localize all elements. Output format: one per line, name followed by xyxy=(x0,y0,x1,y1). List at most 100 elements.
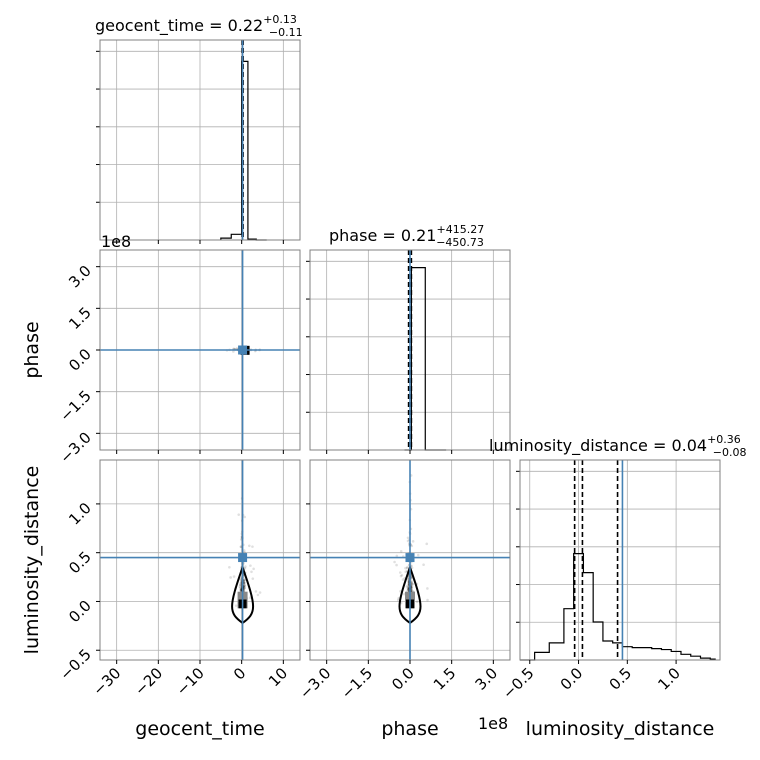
sample-point xyxy=(410,588,413,592)
sample-point xyxy=(229,576,232,579)
sample-point xyxy=(239,545,243,549)
sample-point xyxy=(237,513,241,516)
x-tick-label: −20 xyxy=(131,664,166,699)
sample-point xyxy=(395,563,398,567)
sample-point xyxy=(251,545,254,548)
y-tick-label: 1.5 xyxy=(65,303,95,333)
sample-point xyxy=(243,515,247,519)
x-tick-label: 0 xyxy=(230,664,249,683)
sample-point xyxy=(406,565,409,569)
sample-point xyxy=(249,564,252,567)
sample-point xyxy=(406,578,410,581)
sample-point xyxy=(405,584,409,588)
sample-point xyxy=(410,580,414,583)
sample-point xyxy=(401,578,405,581)
sample-point xyxy=(239,583,242,587)
xlabel-phase: phase xyxy=(381,718,438,740)
sample-point xyxy=(404,566,407,570)
sample-point xyxy=(406,587,410,591)
title-phase: phase = 0.21+415.27 −450.73 xyxy=(329,223,484,249)
sample-point xyxy=(411,582,414,586)
sample-point xyxy=(239,578,242,581)
sample-point xyxy=(243,586,247,590)
panel-geocent_time-hist xyxy=(96,39,301,244)
sample-point xyxy=(243,578,246,582)
sample-point xyxy=(406,585,410,589)
x-tick-label: 0.5 xyxy=(606,664,636,694)
sample-point xyxy=(258,591,262,594)
truth-marker xyxy=(238,345,248,355)
sample-point xyxy=(410,544,414,548)
sample-point xyxy=(425,542,429,546)
sample-point xyxy=(242,582,246,585)
y-tick-label: −0.5 xyxy=(56,645,94,683)
offset-label-phase: 1e8 xyxy=(478,714,508,733)
sample-point xyxy=(426,598,429,602)
sample-point xyxy=(398,571,402,574)
sample-point xyxy=(243,566,247,570)
sample-point xyxy=(399,589,402,593)
sample-point xyxy=(244,565,247,568)
x-tick-label: 0.0 xyxy=(557,664,587,694)
ylabel-luminosity-distance: luminosity_distance xyxy=(21,466,43,655)
panel-background xyxy=(520,460,720,660)
panel-geocent_time-vs-phase: −3.0−1.5 0.0 1.5 3.0 xyxy=(56,249,301,467)
sample-point xyxy=(248,544,251,548)
x-tick-label: −30 xyxy=(89,664,124,699)
sample-point xyxy=(415,600,419,604)
sample-point xyxy=(416,553,420,557)
sample-point xyxy=(243,581,246,585)
sample-point xyxy=(426,587,429,590)
sample-point xyxy=(234,604,238,607)
xlabel-geocent-time: geocent_time xyxy=(135,718,264,740)
sample-point xyxy=(406,539,410,543)
offset-label-geocent-time: 1e8 xyxy=(101,232,131,251)
sample-point xyxy=(243,586,246,590)
sample-point xyxy=(238,585,242,589)
sample-point xyxy=(400,573,404,577)
sample-point xyxy=(243,584,247,588)
sample-point xyxy=(252,567,255,571)
panel-phase-vs-luminosity_distance: −3.0 −1.5 0.0 1.5 3.0 xyxy=(296,459,511,703)
truth-marker xyxy=(238,553,248,563)
sample-point xyxy=(397,596,401,600)
sample-point xyxy=(410,586,413,590)
y-tick-label: 0.5 xyxy=(65,548,95,578)
sample-point xyxy=(406,587,410,591)
sample-point xyxy=(239,588,243,591)
x-tick-label: 1.0 xyxy=(654,664,684,694)
panel-geocent_time-vs-luminosity_distance: −30 −20 −10 0 10 −0.5 0.0 0.5 1.0 xyxy=(56,459,301,699)
sample-point xyxy=(232,575,236,578)
x-tick-label: −3.0 xyxy=(296,664,334,702)
panel-luminosity_distance-hist: −0.5 0.0 0.5 1.0 xyxy=(499,459,721,703)
x-tick-label: −0.5 xyxy=(499,664,537,702)
truth-marker xyxy=(405,553,415,563)
sample-point xyxy=(243,584,247,587)
x-tick-label: 3.0 xyxy=(472,664,502,694)
sample-point xyxy=(410,587,413,591)
sample-point xyxy=(250,570,253,574)
sample-point xyxy=(393,560,396,564)
x-tick-label: −1.5 xyxy=(338,664,376,702)
y-tick-label: 0.0 xyxy=(65,597,95,627)
sample-point xyxy=(406,536,410,540)
sample-point xyxy=(405,566,409,570)
x-tick-label: 0.0 xyxy=(388,664,418,694)
sample-point xyxy=(228,565,231,569)
y-tick-label: −1.5 xyxy=(56,387,94,425)
x-tick-label: 10 xyxy=(265,664,291,690)
sample-point xyxy=(422,563,425,567)
sample-point xyxy=(410,582,414,586)
ylabel-phase: phase xyxy=(21,321,43,378)
sample-point xyxy=(232,350,235,353)
xlabel-luminosity-distance: luminosity_distance xyxy=(526,718,715,740)
histogram-step xyxy=(220,60,267,241)
sample-point xyxy=(242,549,246,552)
sample-point xyxy=(243,578,246,582)
sample-point xyxy=(235,347,239,350)
sample-point xyxy=(239,588,242,592)
sample-point xyxy=(411,540,415,543)
sample-point xyxy=(399,550,403,553)
sample-point xyxy=(410,581,414,585)
